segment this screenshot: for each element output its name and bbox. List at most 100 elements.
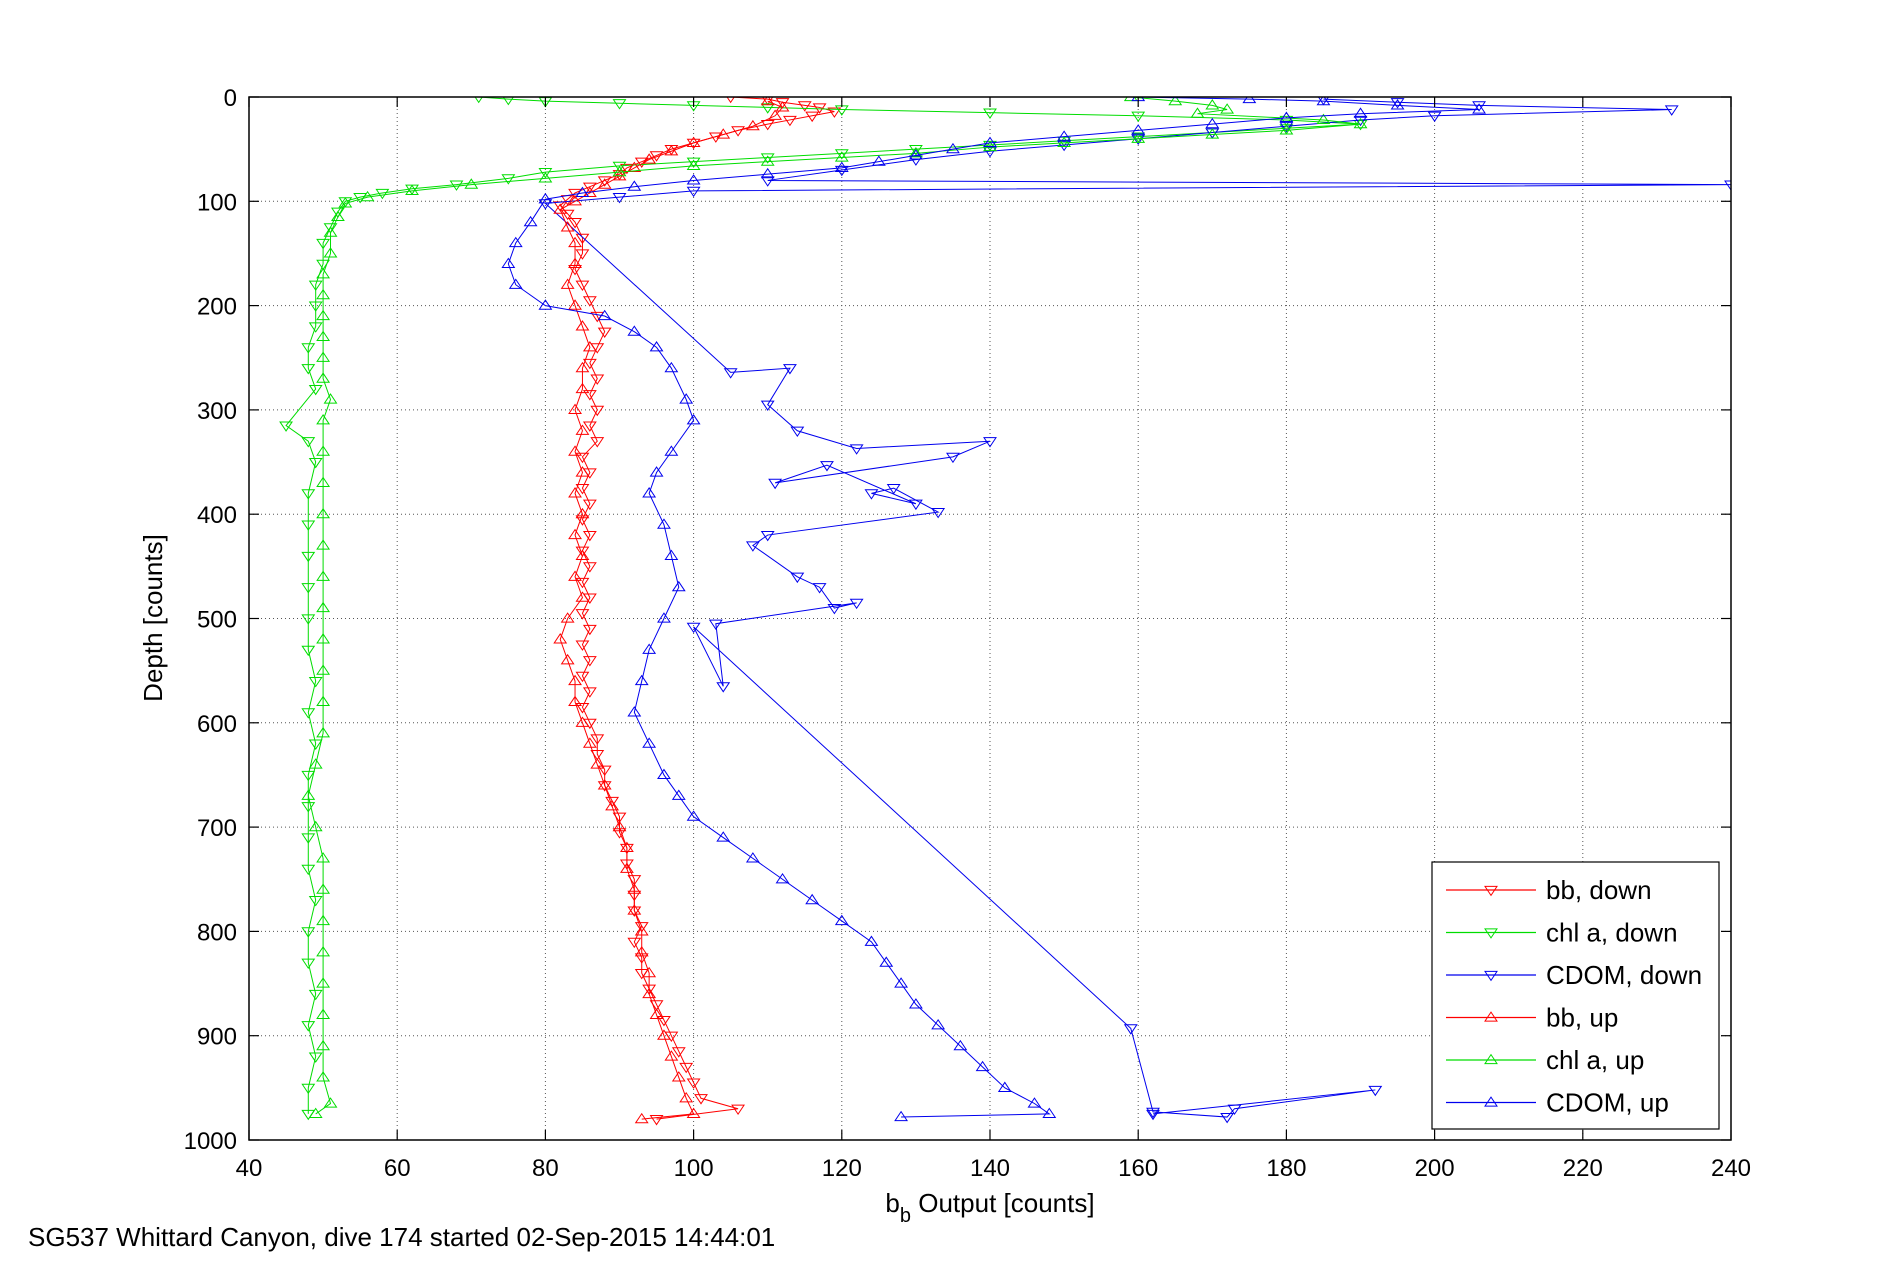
data-point xyxy=(834,165,849,177)
data-point xyxy=(582,182,597,193)
data-point xyxy=(627,706,642,717)
data-point xyxy=(671,789,686,800)
data-point xyxy=(582,656,597,667)
data-point xyxy=(834,149,849,160)
data-point xyxy=(568,674,582,686)
data-point xyxy=(575,671,590,683)
data-point xyxy=(316,664,331,675)
data-point xyxy=(649,1008,664,1019)
data-point xyxy=(582,737,597,748)
data-point xyxy=(560,612,575,623)
data-point xyxy=(894,977,909,988)
data-point xyxy=(597,779,612,790)
data-point xyxy=(790,426,805,438)
data-point xyxy=(301,437,316,448)
data-point xyxy=(301,489,316,500)
legend-item: chl a, up xyxy=(1446,1045,1644,1075)
data-point xyxy=(568,403,582,414)
data-point xyxy=(316,372,331,383)
legend-swatch-marker xyxy=(1484,1096,1498,1107)
data-point xyxy=(575,716,590,727)
data-point xyxy=(1390,99,1405,110)
data-point xyxy=(597,327,612,338)
data-point xyxy=(946,452,960,464)
data-point xyxy=(975,1060,990,1072)
data-point xyxy=(908,149,923,160)
data-point xyxy=(568,528,582,540)
data-point xyxy=(1368,1085,1383,1097)
data-point xyxy=(642,987,657,999)
data-point xyxy=(568,194,582,206)
data-point xyxy=(1353,117,1368,129)
data-point xyxy=(316,268,331,279)
data-point xyxy=(946,142,960,154)
data-point xyxy=(1279,115,1294,127)
data-point xyxy=(560,278,575,289)
data-point xyxy=(642,487,657,498)
data-point xyxy=(597,765,612,777)
data-point xyxy=(316,539,331,550)
data-point xyxy=(694,1094,708,1105)
data-point xyxy=(508,278,523,289)
data-point xyxy=(316,601,331,613)
data-point xyxy=(301,1083,316,1095)
data-point xyxy=(1205,99,1220,110)
legend-item: bb, down xyxy=(1446,875,1652,905)
data-point xyxy=(1279,124,1294,135)
data-point xyxy=(827,107,842,118)
data-point xyxy=(775,872,790,884)
data-point xyxy=(501,174,516,185)
data-point xyxy=(308,384,323,396)
data-point xyxy=(612,820,627,832)
legend-label: chl a, up xyxy=(1546,1045,1644,1075)
data-point xyxy=(590,374,605,385)
data-point xyxy=(745,541,760,552)
x-tick-label: 140 xyxy=(970,1155,1010,1182)
data-point xyxy=(575,507,590,519)
data-point xyxy=(568,570,582,581)
legend-label: bb, down xyxy=(1546,875,1652,905)
data-point xyxy=(657,1015,671,1027)
series-bb-up xyxy=(553,97,790,1124)
data-point xyxy=(301,1021,316,1032)
data-point xyxy=(597,178,612,189)
data-point xyxy=(575,549,590,561)
data-point xyxy=(642,153,657,164)
data-point xyxy=(908,147,923,158)
data-point xyxy=(575,249,590,260)
data-point xyxy=(1353,107,1368,118)
data-point xyxy=(1220,1112,1235,1124)
data-point xyxy=(316,238,331,250)
series-line xyxy=(507,97,1480,1118)
data-point xyxy=(627,161,642,173)
data-point xyxy=(1316,113,1331,125)
data-point xyxy=(657,612,671,623)
legend-swatch-marker xyxy=(1484,885,1498,897)
data-point xyxy=(323,1097,338,1108)
data-point xyxy=(538,172,553,183)
data-point xyxy=(474,97,483,104)
data-point xyxy=(679,1091,694,1103)
data-point xyxy=(1131,124,1146,135)
data-point xyxy=(760,103,775,114)
data-point xyxy=(575,609,590,620)
data-point xyxy=(953,1039,968,1051)
data-point xyxy=(575,640,590,651)
data-point xyxy=(538,167,553,179)
legend-label: chl a, down xyxy=(1546,918,1678,948)
data-point xyxy=(605,799,620,811)
data-point xyxy=(568,236,582,248)
data-point xyxy=(679,393,694,404)
data-point xyxy=(323,247,338,258)
data-point xyxy=(1057,140,1072,152)
data-point xyxy=(782,364,797,375)
data-point xyxy=(983,437,997,448)
data-point xyxy=(627,937,642,949)
data-point xyxy=(686,174,701,185)
data-point xyxy=(1146,1107,1160,1119)
legend-item: bb, up xyxy=(1446,1003,1618,1033)
data-point xyxy=(582,499,597,511)
data-point xyxy=(612,193,627,204)
x-tick-label: 80 xyxy=(532,1155,559,1182)
